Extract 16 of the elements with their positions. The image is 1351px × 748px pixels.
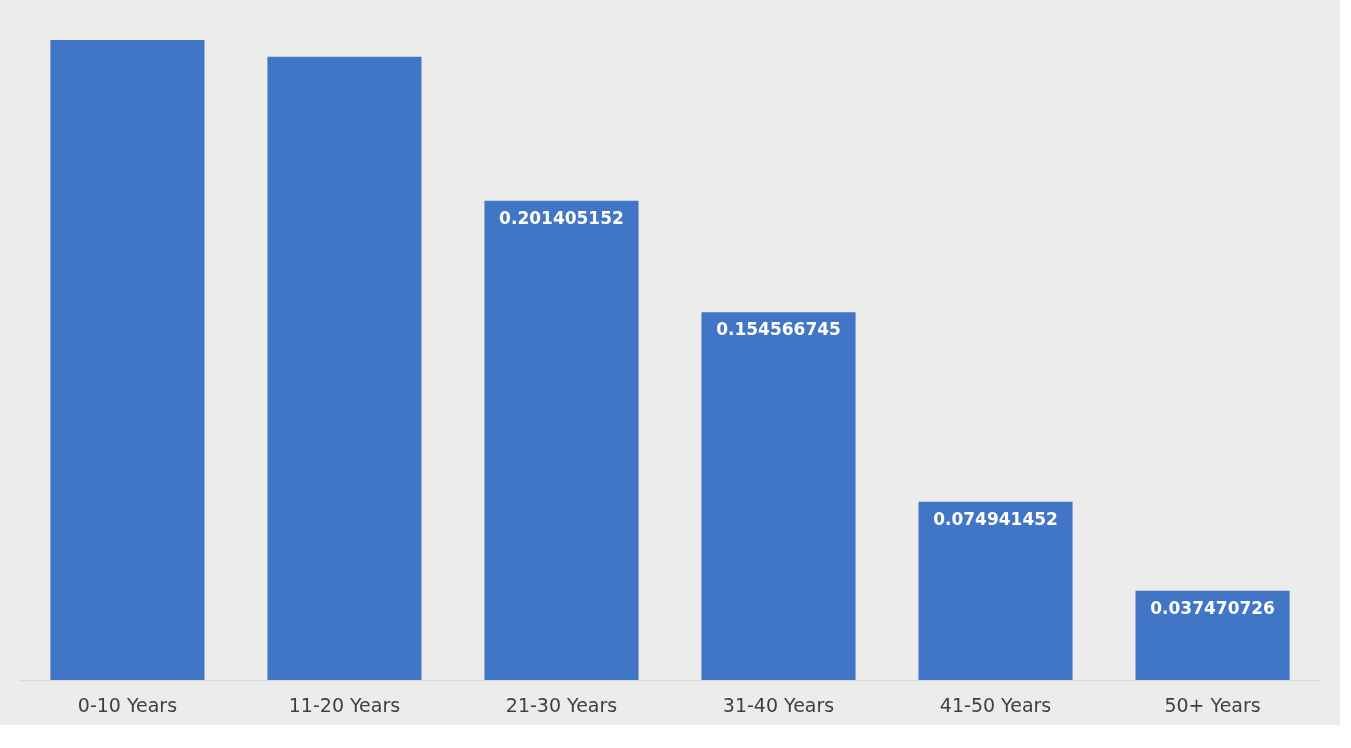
x-tick-label: 11-20 Years	[288, 693, 401, 716]
bar	[267, 56, 422, 680]
bar	[484, 200, 639, 680]
data-label: 0.074941452	[933, 508, 1058, 529]
bar	[701, 312, 856, 680]
data-label: 0.201405152	[499, 207, 624, 228]
x-tick-label: 0-10 Years	[77, 693, 178, 716]
x-tick-label: 31-40 Years	[722, 693, 835, 716]
data-label: 0.037470726	[1150, 597, 1275, 618]
x-tick-label: 21-30 Years	[505, 693, 618, 716]
bar	[918, 501, 1073, 680]
bar	[1135, 590, 1290, 680]
bar	[50, 40, 205, 680]
x-tick-label: 41-50 Years	[939, 693, 1052, 716]
x-tick-label: 50+ Years	[1164, 693, 1261, 716]
data-label: 0.154566745	[716, 319, 841, 340]
